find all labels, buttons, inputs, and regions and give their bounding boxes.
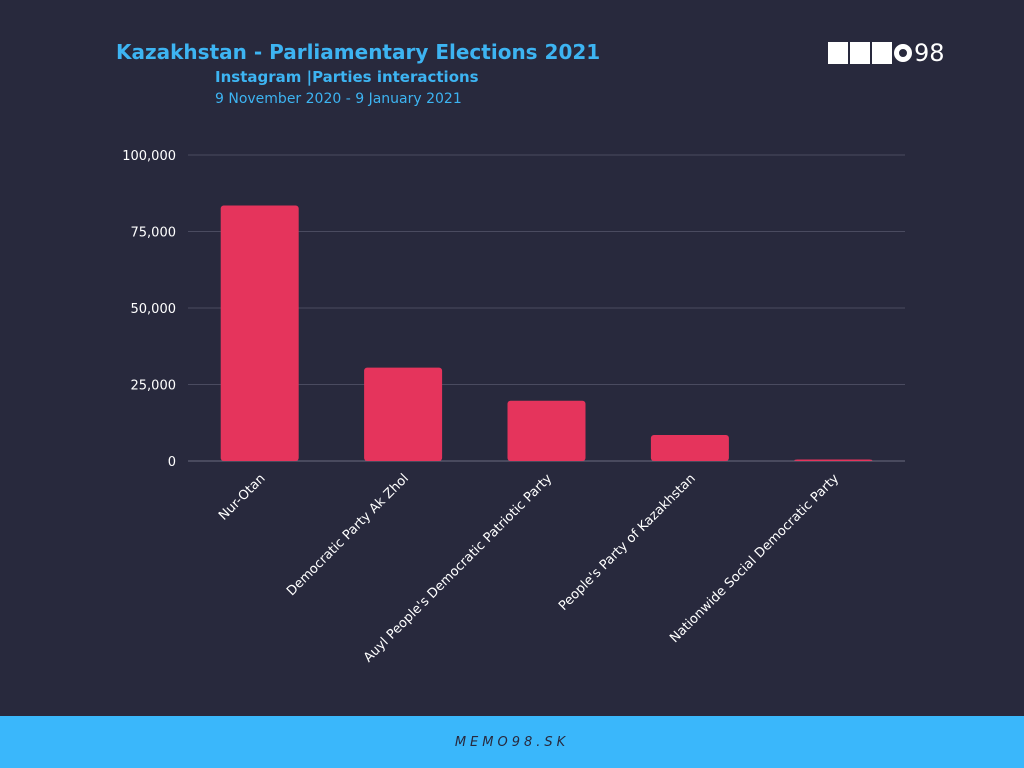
logo-o-circle — [894, 44, 912, 62]
logo-block-m2 — [872, 42, 892, 64]
bar — [220, 205, 299, 461]
bar — [364, 367, 443, 461]
bar-chart: 0 25,000 50,000 75,000 100,000 Nur-Otan Democr… — [122, 149, 905, 666]
y-tick-label: 50,000 — [131, 302, 177, 317]
bar — [507, 400, 586, 461]
logo-block-e — [850, 42, 870, 64]
bar — [794, 459, 873, 461]
logo-block-m1 — [828, 42, 848, 64]
logo-number: 98 — [914, 39, 945, 67]
y-tick-label: 75,000 — [131, 226, 177, 241]
y-tick-label: 100,000 — [122, 149, 176, 164]
x-tick-label: People's Party of Kazakhstan — [556, 471, 699, 614]
y-tick-label: 25,000 — [131, 379, 177, 394]
x-tick-label: Nationwide Social Democratic Party — [667, 471, 842, 646]
chart-subtitle: Instagram |Parties interactions — [215, 68, 479, 86]
date-range: 9 November 2020 - 9 January 2021 — [215, 91, 462, 107]
x-tick-label: Democratic Party Ak Zhol — [284, 471, 412, 599]
chart-title: Kazakhstan - Parliamentary Elections 202… — [116, 40, 601, 64]
x-tick-label: Nur-Otan — [216, 471, 268, 523]
memo98-logo: 98 — [828, 40, 945, 66]
footer-website: MEMO98.SK — [454, 734, 570, 750]
y-tick-label: 0 — [168, 455, 176, 470]
bar — [650, 434, 729, 461]
logo-letter-blocks — [828, 42, 892, 64]
footer-bar: MEMO98.SK — [0, 716, 1024, 768]
